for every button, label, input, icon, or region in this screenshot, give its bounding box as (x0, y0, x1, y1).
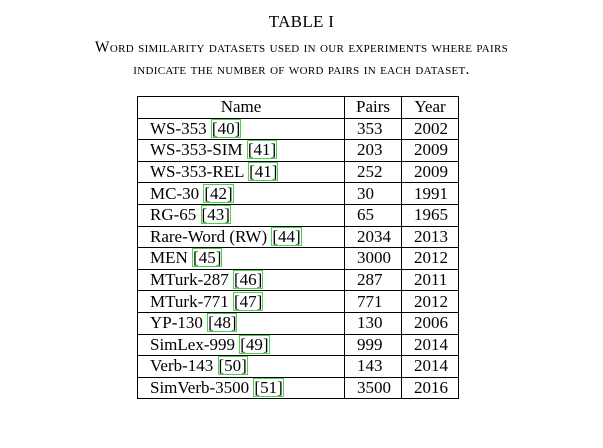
citation-link[interactable]: [50] (217, 356, 248, 376)
dataset-name: Verb-143 (150, 356, 214, 376)
pairs-cell: 999 (344, 333, 402, 357)
dataset-name: MEN (150, 248, 188, 268)
pairs-cell: 143 (344, 355, 402, 378)
year-cell: 2009 (401, 160, 459, 184)
citation-link[interactable]: [44] (271, 226, 302, 246)
dataset-name: MTurk-287 (150, 270, 229, 290)
citation-link[interactable]: [46] (232, 270, 264, 290)
table-row: SimLex-999 [49] 999 2014 (137, 333, 459, 357)
dataset-name: SimLex-999 (150, 334, 235, 354)
dataset-name: MTurk-771 (150, 291, 229, 311)
table-caption: Word similarity datasets used in our exp… (0, 37, 603, 81)
citation-link[interactable]: [45] (192, 248, 223, 268)
year-cell: 2014 (401, 355, 459, 378)
dataset-name-cell: SimLex-999 [49] (137, 333, 345, 357)
pairs-cell: 771 (344, 290, 402, 313)
pairs-cell: 3500 (344, 376, 402, 400)
table-row: YP-130 [48] 130 2006 (137, 311, 459, 335)
year-cell: 2012 (401, 247, 459, 270)
pairs-cell: 203 (344, 139, 402, 162)
header-pairs: Pairs (344, 96, 402, 119)
table-header-row: Name Pairs Year (137, 96, 459, 119)
pairs-cell: 287 (344, 268, 402, 292)
year-cell: 2011 (401, 268, 459, 292)
pairs-cell: 353 (344, 117, 402, 141)
year-cell: 1965 (401, 203, 459, 227)
dataset-name-cell: MTurk-287 [46] (137, 268, 345, 292)
dataset-name-cell: WS-353-REL [41] (137, 160, 345, 184)
dataset-name: RG-65 (150, 205, 197, 225)
table-row: MTurk-771 [47] 771 2012 (137, 290, 459, 313)
year-cell: 2013 (401, 225, 459, 249)
table-body: WS-353 [40] 353 2002 WS-353-SIM [41] 203 2009… (137, 117, 459, 400)
pairs-cell: 130 (344, 311, 402, 335)
table-caption-line-1: Word similarity datasets used in our exp… (94, 39, 509, 56)
citation-link[interactable]: [43] (200, 205, 231, 225)
header-year: Year (401, 96, 459, 119)
year-cell: 1991 (401, 182, 459, 205)
dataset-name-cell: Verb-143 [50] (137, 355, 345, 378)
citation-link[interactable]: [41] (248, 162, 279, 182)
table-caption-line-2: indicate the number of word pairs in eac… (133, 61, 470, 78)
dataset-name: YP-130 (150, 313, 203, 333)
citation-link[interactable]: [41] (246, 140, 278, 160)
dataset-name-cell: RG-65 [43] (137, 203, 345, 227)
table-row: Verb-143 [50] 143 2014 (137, 355, 459, 378)
citation-link[interactable]: [40] (210, 118, 242, 138)
dataset-name-cell: SimVerb-3500 [51] (137, 376, 345, 400)
dataset-name: Rare-Word (RW) (150, 226, 268, 246)
table-row: Rare-Word (RW) [44] 2034 2013 (137, 225, 459, 249)
dataset-name-cell: MTurk-771 [47] (137, 290, 345, 313)
year-cell: 2014 (401, 333, 459, 357)
table-row: WS-353-REL [41] 252 2009 (137, 160, 459, 184)
citation-link[interactable]: [48] (207, 313, 238, 333)
dataset-name-cell: WS-353-SIM [41] (137, 139, 345, 162)
year-cell: 2006 (401, 311, 459, 335)
pairs-cell: 65 (344, 203, 402, 227)
pairs-cell: 2034 (344, 225, 402, 249)
year-cell: 2009 (401, 139, 459, 162)
dataset-name: WS-353 (150, 118, 207, 138)
year-cell: 2002 (401, 117, 459, 141)
dataset-name: WS-353-SIM (150, 140, 243, 160)
table-row: MTurk-287 [46] 287 2011 (137, 268, 459, 292)
dataset-name-cell: Rare-Word (RW) [44] (137, 225, 345, 249)
table-caption-title: TABLE I (268, 12, 335, 31)
table-row: SimVerb-3500 [51] 3500 2016 (137, 376, 459, 400)
dataset-name: WS-353-REL (150, 162, 244, 182)
dataset-name-cell: MEN [45] (137, 247, 345, 270)
dataset-name-cell: WS-353 [40] (137, 117, 345, 141)
dataset-name-cell: YP-130 [48] (137, 311, 345, 335)
table-row: MEN [45] 3000 2012 (137, 247, 459, 270)
citation-link[interactable]: [49] (239, 334, 270, 354)
pairs-cell: 30 (344, 182, 402, 205)
header-name: Name (137, 96, 345, 119)
citation-link[interactable]: [51] (253, 378, 284, 398)
pairs-cell: 252 (344, 160, 402, 184)
dataset-name: SimVerb-3500 (150, 378, 250, 398)
table-row: MC-30 [42] 30 1991 (137, 182, 459, 205)
citation-link[interactable]: [47] (232, 291, 264, 311)
table-row: WS-353-SIM [41] 203 2009 (137, 139, 459, 162)
year-cell: 2012 (401, 290, 459, 313)
citation-link[interactable]: [42] (203, 183, 234, 203)
table-row: WS-353 [40] 353 2002 (137, 117, 459, 141)
dataset-name: MC-30 (150, 183, 200, 203)
dataset-name-cell: MC-30 [42] (137, 182, 345, 205)
table-row: RG-65 [43] 65 1965 (137, 203, 459, 227)
pairs-cell: 3000 (344, 247, 402, 270)
year-cell: 2016 (401, 376, 459, 400)
dataset-table: Name Pairs Year WS-353 [40] 353 2002 WS-353… (137, 96, 459, 400)
